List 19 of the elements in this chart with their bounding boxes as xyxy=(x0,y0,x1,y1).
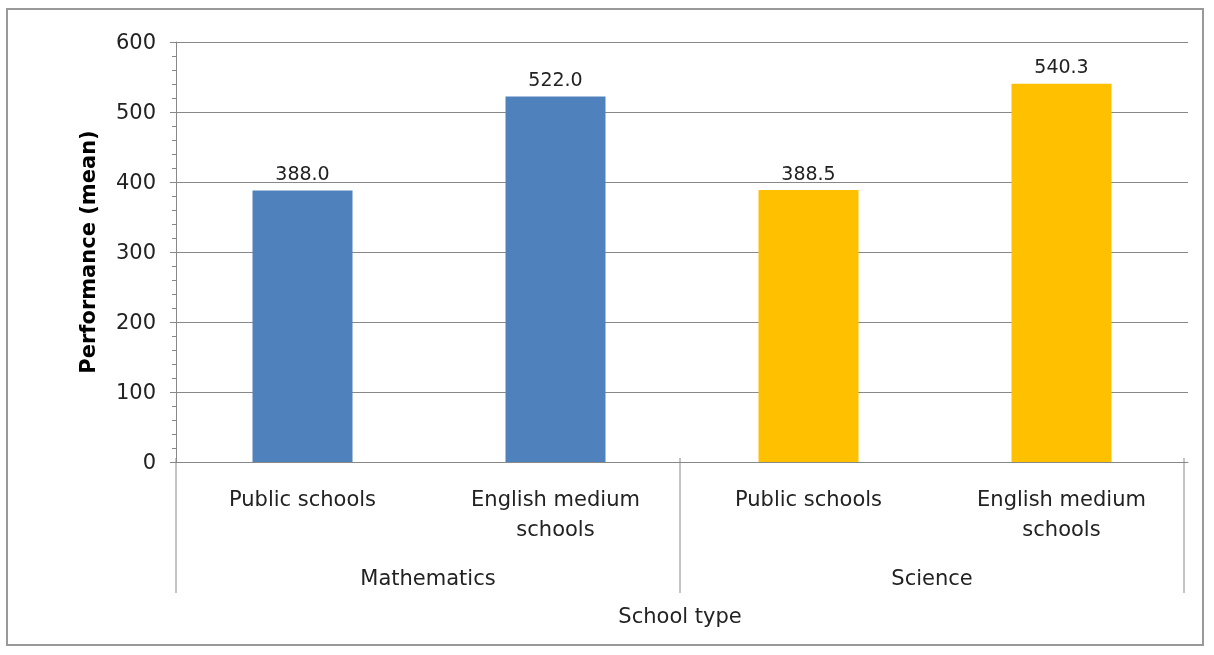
x-tick-label: English medium schools xyxy=(977,487,1146,541)
x-tick-label: Public schools xyxy=(228,487,377,511)
y-axis-title: Performance (mean) xyxy=(75,130,100,374)
y-tick-label: 100 xyxy=(115,380,156,404)
y-tick-label: 0 xyxy=(142,450,156,474)
x-tick-label: English medium schools xyxy=(471,487,640,541)
y-tick-label: 600 xyxy=(115,30,156,54)
x-tick-label: Public schools xyxy=(734,487,883,511)
data-label: 388.5 xyxy=(781,161,836,184)
y-tick-label: 400 xyxy=(115,170,156,194)
x-axis-title: School type xyxy=(618,604,742,628)
text: Mathematics xyxy=(360,566,496,590)
y-tick-label: 300 xyxy=(115,240,156,264)
text: Science xyxy=(891,566,973,590)
data-label: 522.0 xyxy=(528,68,583,91)
y-tick-label: 500 xyxy=(115,100,156,124)
y-tick-label: 200 xyxy=(115,310,156,334)
data-label: 540.3 xyxy=(1034,55,1089,78)
data-label: 388.0 xyxy=(275,161,330,184)
